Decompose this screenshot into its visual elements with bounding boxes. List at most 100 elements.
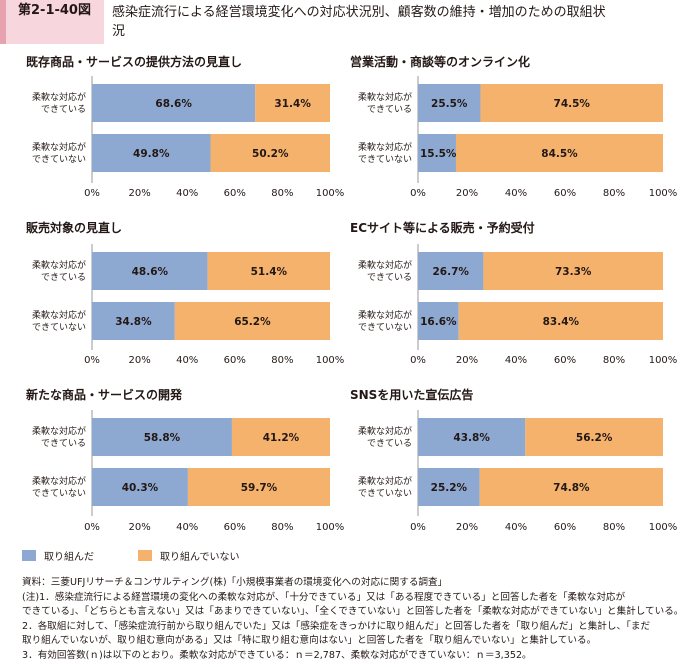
note-source: 資料：三菱UFJリサーチ＆コンサルティング(株)「小規模事業者の環境変化への対応… [22,577,448,588]
chart-title: 営業活動・商談等のオンライン化 [350,54,530,69]
data-label: 74.8% [553,482,590,494]
category-label: 柔軟な対応が [32,259,86,271]
bar-adopted [92,418,232,456]
x-tick-label: 80% [271,522,293,533]
bar-not-adopted [479,468,663,506]
data-label: 26.7% [432,266,469,278]
x-tick-label: 80% [603,188,625,199]
chart-title: 新たな商品・サービスの開発 [26,387,183,402]
category-label: できていない [358,488,412,499]
category-label: できていない [358,154,412,165]
x-tick-label: 20% [128,522,150,533]
category-label: できていない [32,488,86,499]
x-tick-label: 80% [603,522,625,533]
category-label: 柔軟な対応が [358,259,412,271]
category-label: できている [367,104,412,115]
bar-adopted [418,84,481,122]
legend-item-not-adopted: 取り組んでいない [138,548,240,563]
category-label: 柔軟な対応が [358,475,412,487]
x-tick-label: 0% [410,188,426,199]
x-tick-label: 100% [649,355,678,366]
data-label: 74.5% [554,98,591,110]
notes: 資料：三菱UFJリサーチ＆コンサルティング(株)「小規模事業者の環境変化への対応… [22,576,683,664]
x-tick-label: 60% [224,188,246,199]
category-label: できていない [32,322,86,333]
data-label: 34.8% [115,316,152,328]
category-label: できている [41,438,86,449]
x-tick-label: 60% [224,355,246,366]
data-label: 25.5% [431,98,468,110]
legend-swatch-adopted [22,550,36,561]
category-label: 柔軟な対応が [32,141,86,153]
category-label: 柔軟な対応が [32,475,86,487]
category-label: 柔軟な対応が [358,425,412,437]
note-1a: (注)1．感染症流行による経営環境の変化への柔軟な対応が、「十分できている」又は… [22,591,626,603]
bar-not-adopted [458,302,663,340]
data-label: 68.6% [155,98,192,110]
data-label: 59.7% [241,482,278,494]
legend-item-adopted: 取り組んだ [22,548,94,563]
category-label: できていない [358,322,412,333]
figure-header: 第2-1-40図 感染症流行による経営環境変化への対応状況別、顧客数の維持・増加… [0,0,686,44]
x-tick-label: 0% [410,355,426,366]
figure-title-line1: 感染症流行による経営環境変化への対応状況別、顧客数の維持・増加のための取組状 [112,5,606,20]
x-tick-label: 0% [84,522,100,533]
x-tick-label: 20% [128,188,150,199]
bar-adopted [418,302,459,340]
x-tick-label: 60% [554,355,576,366]
figure-number: 第2-1-40図 [0,0,104,44]
x-tick-label: 60% [554,522,576,533]
category-label: できている [41,104,86,115]
bar-not-adopted [231,418,330,456]
bar-not-adopted [455,134,663,172]
bar-adopted [92,468,188,506]
category-label: 柔軟な対応が [358,91,412,103]
chart-title: ECサイト等による販売・予約受付 [350,220,535,235]
data-label: 83.4% [543,316,580,328]
data-label: 73.3% [555,266,592,278]
bar-adopted [418,134,456,172]
note-2b: 取り組んでいないが、取り組む意向がある」又は「特に取り組む意向はない」と回答した… [22,635,597,647]
bar-not-adopted [480,84,663,122]
category-label: 柔軟な対応が [358,141,412,153]
category-label: できていない [32,154,86,165]
category-label: 柔軟な対応が [32,425,86,437]
bar-not-adopted [483,252,663,290]
x-tick-label: 100% [316,522,345,533]
bar-adopted [418,468,480,506]
x-tick-label: 40% [505,355,527,366]
legend-label-adopted: 取り組んだ [44,552,94,563]
bar-not-adopted [255,84,330,122]
data-label: 65.2% [234,316,271,328]
bar-not-adopted [174,302,330,340]
data-label: 25.2% [431,482,468,494]
bar-not-adopted [210,134,330,172]
legend: 取り組んだ 取り組んでいない [0,548,686,566]
chart-title: SNSを用いた宣伝広告 [350,387,473,402]
bar-adopted [92,302,175,340]
x-tick-label: 40% [505,188,527,199]
x-tick-label: 100% [649,188,678,199]
x-tick-label: 100% [316,188,345,199]
x-tick-label: 20% [456,188,478,199]
x-tick-label: 60% [554,188,576,199]
x-tick-label: 0% [84,355,100,366]
x-tick-label: 80% [603,355,625,366]
data-label: 58.8% [144,432,181,444]
bar-adopted [92,84,256,122]
bar-not-adopted [207,252,330,290]
data-label: 48.6% [132,266,169,278]
x-tick-label: 40% [505,522,527,533]
bar-adopted [418,252,484,290]
category-label: できている [41,272,86,283]
category-label: 柔軟な対応が [32,309,86,321]
bar-adopted [92,252,208,290]
x-tick-label: 40% [176,522,198,533]
x-tick-label: 20% [456,355,478,366]
bar-adopted [92,134,211,172]
x-tick-label: 100% [649,522,678,533]
chart-title: 販売対象の見直し [26,220,122,235]
x-tick-label: 20% [456,522,478,533]
bar-not-adopted [525,418,663,456]
